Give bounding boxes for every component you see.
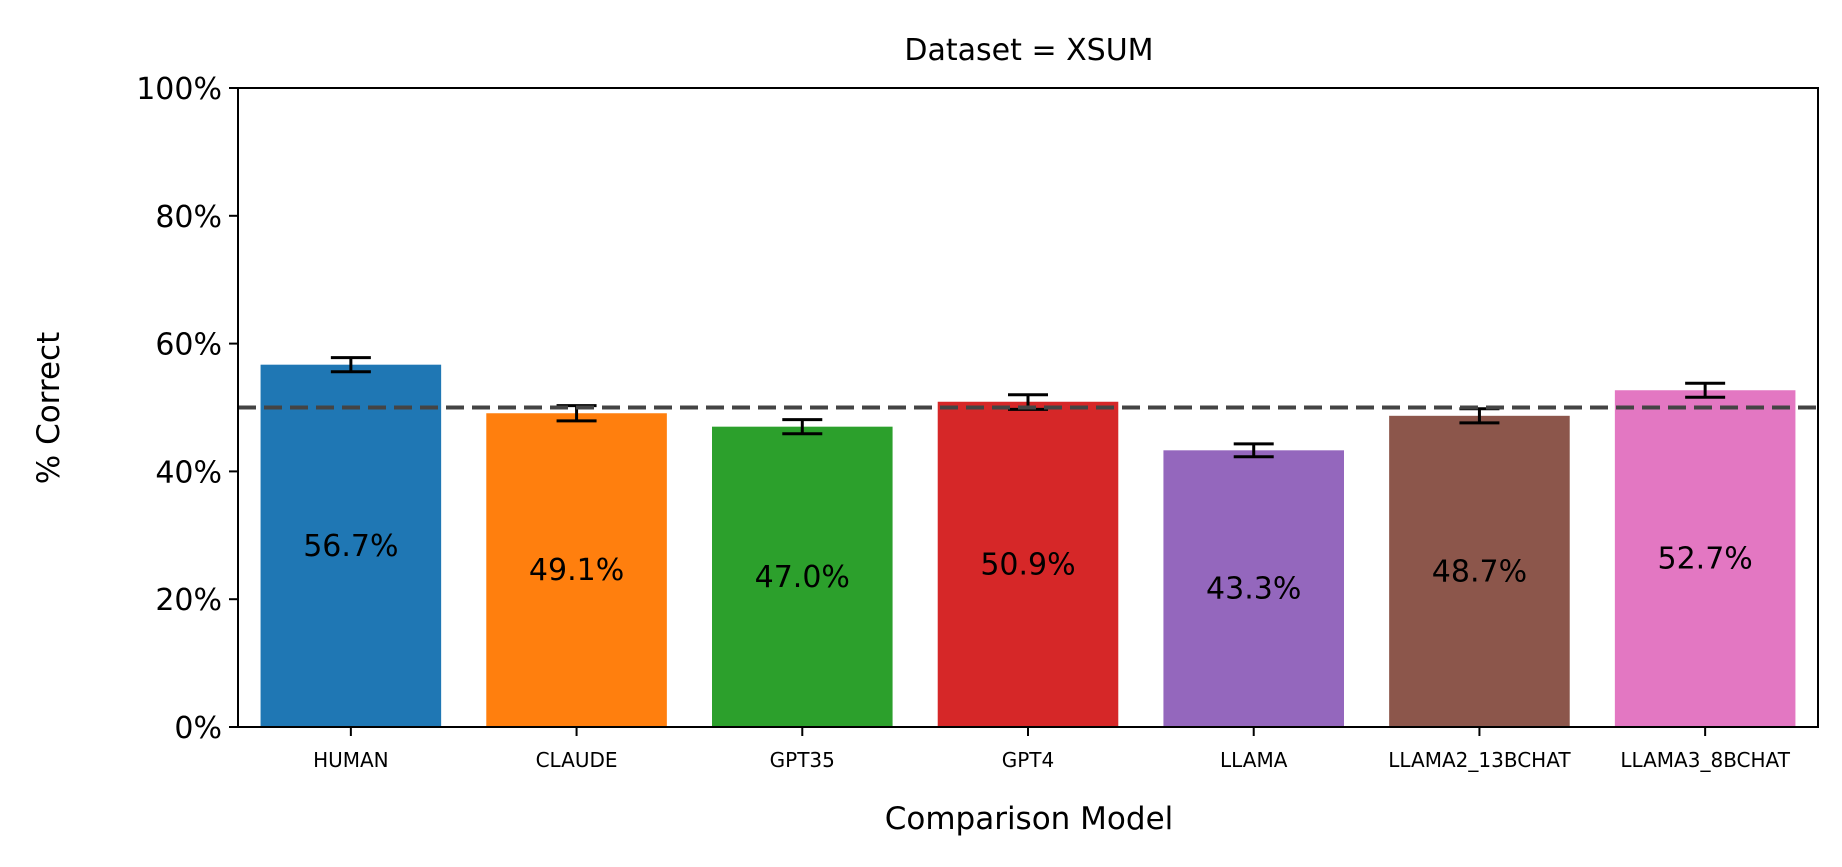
bar-gpt4 [937,401,1119,727]
data-label: 48.7% [1432,554,1527,589]
y-tick-label: 40% [155,455,222,490]
y-axis: 0% 20% 40% 60% 80% 100% [136,72,238,746]
y-tick-label: 20% [155,583,222,618]
bar-llama3_8bchat [1614,390,1796,727]
y-axis-label: % Correct [31,332,67,484]
x-axis: HUMAN CLAUDE GPT35 GPT4 LLAMA LLAMA2_13BCHAT L… [313,727,1791,772]
x-tick-label: HUMAN [313,748,389,772]
y-tick-label: 0% [174,711,222,746]
bar-claude [486,413,667,727]
data-label: 47.0% [755,560,850,595]
x-tick-label: GPT35 [770,748,835,772]
x-tick-label: CLAUDE [536,748,618,772]
x-tick-label: GPT4 [1002,748,1055,772]
chart-title: Dataset = XSUM [904,33,1153,68]
x-tick-label: LLAMA2_13BCHAT [1388,748,1571,772]
data-label: 49.1% [529,553,624,588]
y-tick-label: 60% [155,328,222,363]
x-tick-label: LLAMA3_8BCHAT [1620,748,1790,772]
data-label: 50.9% [980,547,1075,582]
data-labels-layer: 56.7% 49.1% 47.0% 50.9% 43.3% 48.7% 52.7% [303,529,1753,607]
y-tick-label: 100% [136,72,222,107]
bar-human [260,364,442,727]
bar-gpt35 [712,426,893,727]
bars-layer [260,364,1796,727]
data-label: 52.7% [1657,542,1752,577]
y-tick-label: 80% [155,200,222,235]
x-tick-label: LLAMA [1220,748,1288,772]
bar-llama [1163,450,1344,727]
x-axis-label: Comparison Model [885,801,1174,837]
data-label: 56.7% [303,529,398,564]
bar-llama2_13bchat [1389,415,1570,727]
data-label: 43.3% [1206,572,1301,607]
